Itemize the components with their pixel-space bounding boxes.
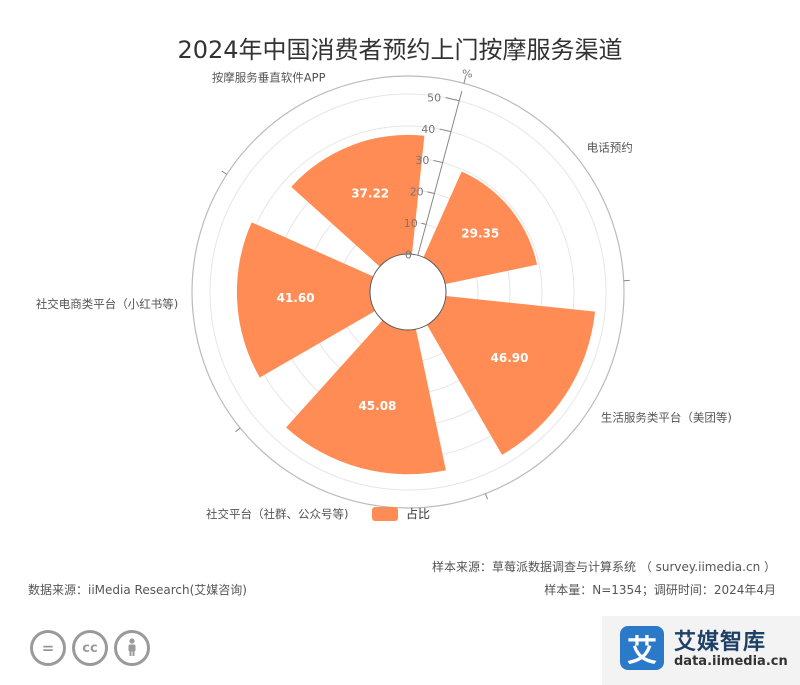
grid-ring (209, 93, 607, 491)
tick-label: 0 (405, 249, 412, 262)
logo-url: data.iimedia.cn (674, 654, 788, 669)
data-label: 41.60 (277, 291, 315, 305)
boundary-tick (235, 427, 241, 433)
license-icons: = cc (30, 630, 150, 666)
tick-label: 40 (421, 123, 435, 136)
bar-sector (423, 171, 538, 285)
data-label: 46.90 (491, 351, 529, 365)
boundary-tick (221, 170, 228, 175)
axis-layer (221, 77, 630, 500)
legend-label: 占比 (406, 507, 431, 521)
boundary-tick (484, 493, 489, 500)
axis-unit: % (462, 67, 472, 80)
data-source: 数据来源：iiMedia Research(艾媒咨询) (28, 583, 247, 597)
inner-hole (369, 253, 447, 331)
tick-label: 30 (415, 154, 429, 167)
radial-tick (445, 97, 460, 102)
brand-logo: 艾 艾媒智库 data.iimedia.cn (602, 616, 800, 685)
bar-sector (286, 320, 446, 475)
category-label: 社交平台（社群、公众号等) (206, 507, 349, 521)
chart-title: 2024年中国消费者预约上门按摩服务渠道 (177, 36, 623, 64)
legend[interactable]: 占比 (372, 505, 430, 522)
data-label: 45.08 (358, 399, 396, 413)
equal-icon: = (30, 630, 66, 666)
bar-sector (427, 295, 596, 455)
legend-swatch (372, 506, 398, 521)
radial-tick (421, 222, 427, 225)
tick-label: 10 (404, 217, 418, 230)
label-layer: 29.35 电话预约 46.90 生活服务类平台（美团等) 45.08 社交平台（社群、公… (36, 67, 732, 521)
bar-sector (291, 134, 425, 267)
person-glyph (128, 638, 136, 656)
boundary-tick (463, 77, 466, 84)
cc-icon: cc (72, 630, 108, 666)
radial-tick (439, 128, 452, 133)
tick-label: 50 (427, 91, 441, 104)
data-label: 37.22 (351, 186, 389, 200)
outer-ring (191, 75, 625, 509)
category-label: 按摩服务垂直软件APP (212, 70, 326, 84)
category-label: 电话预约 (587, 140, 633, 154)
category-label: 社交电商类平台（小红书等) (36, 297, 179, 311)
sample-source: 样本来源：草莓派数据调查与计算系统 （ survey.iimedia.cn ） (432, 560, 776, 574)
logo-mark: 艾 (620, 626, 664, 670)
radial-tick (433, 159, 443, 164)
bar-sector (236, 222, 376, 378)
radial-tick (415, 254, 418, 256)
person-icon (114, 630, 150, 666)
radial-axis-line (417, 90, 463, 256)
data-label: 29.35 (461, 226, 499, 240)
logo-name: 艾媒智库 (674, 630, 767, 655)
bar-layer (236, 134, 596, 475)
radial-tick (427, 191, 435, 194)
sample-info: 样本量：N=1354；调研时间：2024年4月 (544, 583, 776, 597)
tick-label: 20 (410, 186, 424, 199)
category-label: 生活服务类平台（美团等) (601, 410, 732, 424)
